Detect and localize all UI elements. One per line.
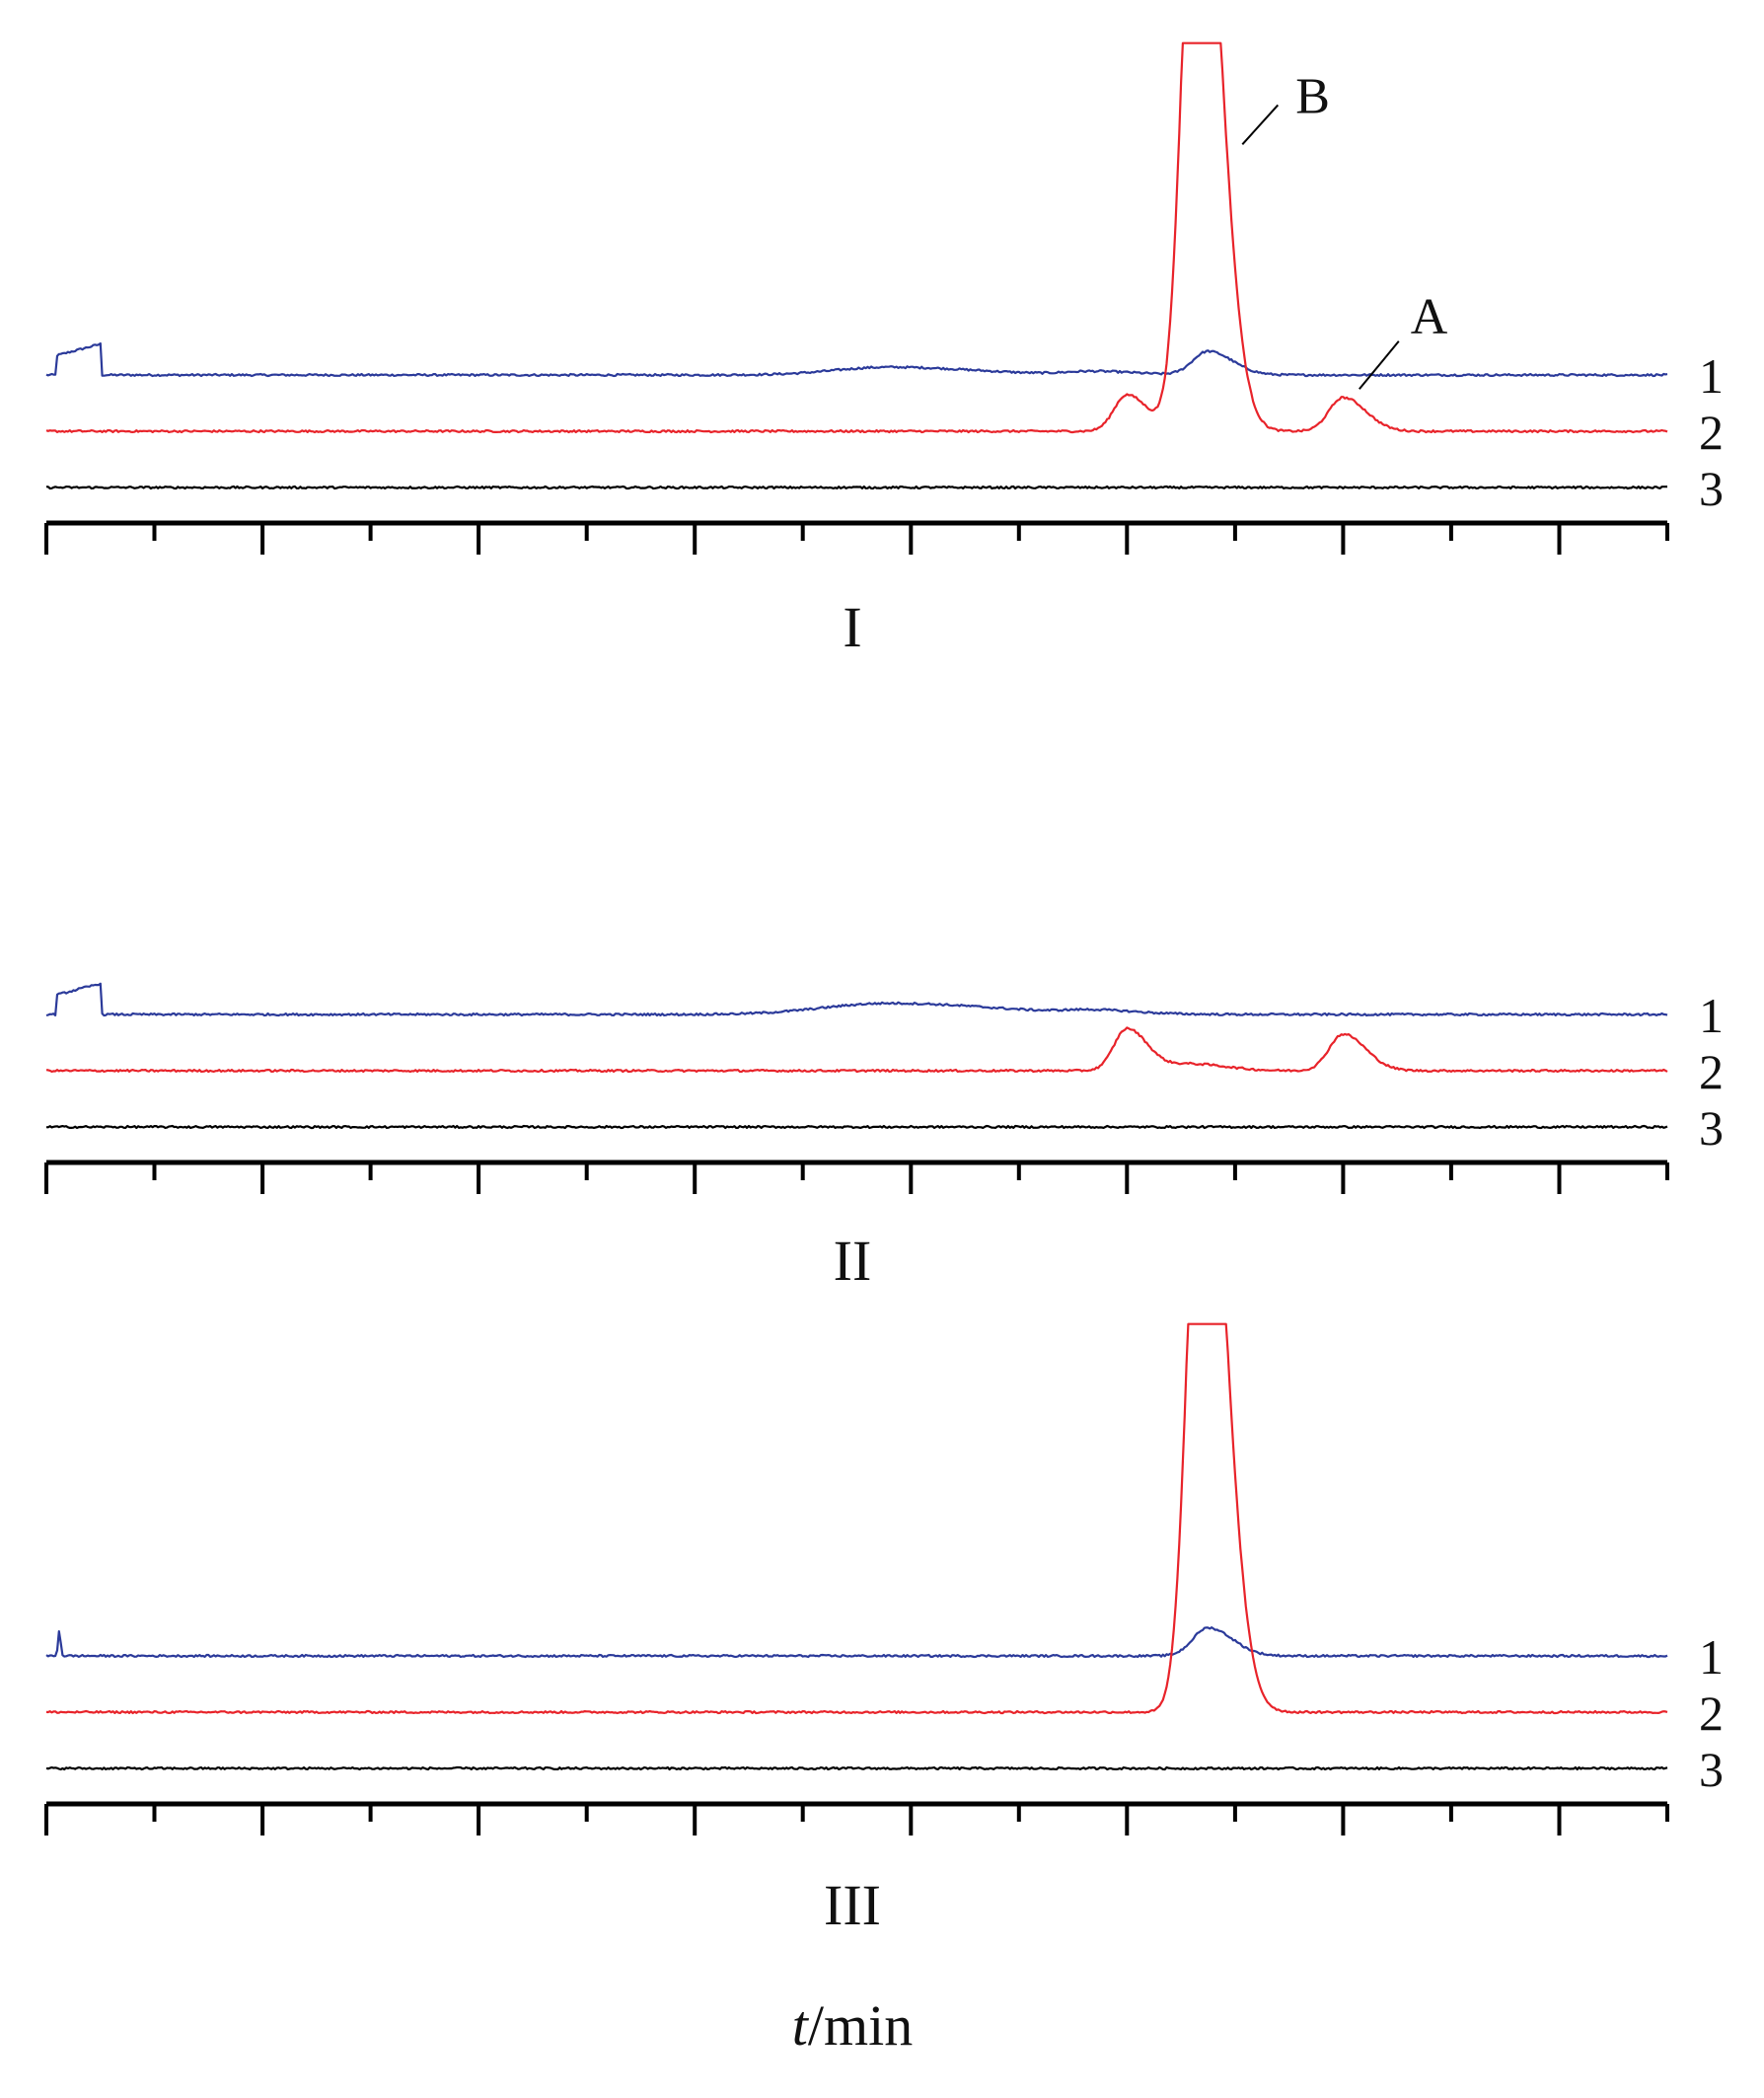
trace-series-3 (45, 1765, 1668, 1771)
panel-label: II (834, 1229, 872, 1293)
trace-series-3 (45, 485, 1668, 490)
x-axis-label-italic: t (792, 1993, 810, 2058)
peak-annotation-A: A (1411, 289, 1448, 345)
trace-series-2 (45, 1322, 1668, 1715)
x-axis-label-unit: /min (808, 1993, 913, 2058)
series-label-1: 1 (1699, 988, 1724, 1043)
trace-series-3 (45, 1124, 1668, 1130)
trace-series-2 (45, 41, 1668, 434)
series-label-2: 2 (1699, 405, 1724, 460)
trace-series-2 (45, 1026, 1668, 1074)
panel-label: I (843, 595, 861, 659)
series-label-2: 2 (1699, 1686, 1724, 1741)
annotation-leader-B (1241, 104, 1280, 145)
panel-1: 123 I B A (44, 41, 1724, 659)
trace-series-1 (45, 1626, 1668, 1659)
panel-label: III (824, 1873, 881, 1937)
panel-2: 123 II (44, 982, 1724, 1293)
trace-series-1 (45, 982, 1668, 1017)
annotation-leader-A (1359, 340, 1400, 390)
panel-3: 123 III (44, 1322, 1724, 1937)
series-label-3: 3 (1699, 461, 1724, 516)
peak-annotation-B: B (1295, 68, 1330, 124)
series-label-3: 3 (1699, 1100, 1724, 1156)
x-axis-label: t/min (792, 1993, 913, 2058)
series-label-2: 2 (1699, 1044, 1724, 1099)
trace-series-1 (45, 341, 1668, 378)
series-label-3: 3 (1699, 1742, 1724, 1797)
series-label-1: 1 (1699, 1629, 1724, 1685)
series-label-1: 1 (1699, 348, 1724, 404)
